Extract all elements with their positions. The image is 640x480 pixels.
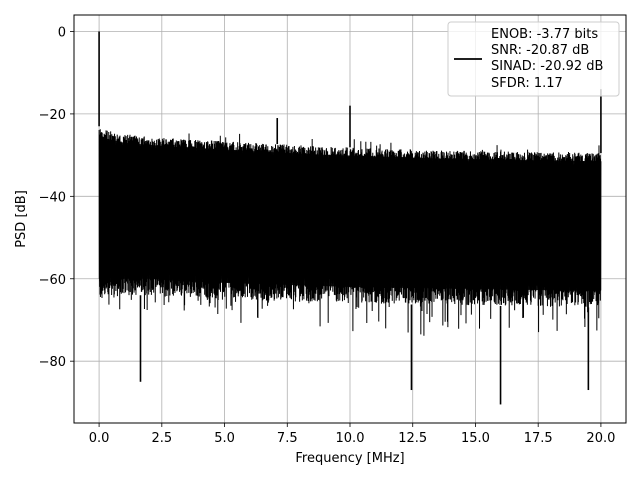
x-tick-label: 10.0 (336, 431, 365, 446)
x-tick-label: 12.5 (398, 431, 427, 446)
y-tick-label: −60 (39, 273, 66, 288)
y-axis-label: PSD [dB] (14, 190, 29, 248)
plot-area (98, 31, 602, 405)
y-tick-label: −80 (39, 355, 66, 370)
x-axis-label: Frequency [MHz] (295, 451, 404, 466)
legend-line-sfdr: SFDR: 1.17 (491, 76, 563, 91)
x-tick-label: 20.0 (586, 431, 615, 446)
y-axis-ticks: 0 −20 −40 −60 −80 (39, 25, 74, 370)
legend-line-sinad: SINAD: -20.92 dB (491, 59, 603, 74)
x-tick-label: 15.0 (461, 431, 490, 446)
x-axis-ticks: 0.0 2.5 5.0 7.5 10.0 12.5 15.0 17.5 20.0 (89, 423, 615, 446)
x-tick-label: 2.5 (151, 431, 172, 446)
x-tick-label: 7.5 (277, 431, 298, 446)
y-tick-label: 0 (58, 25, 66, 40)
legend-line-enob: ENOB: -3.77 bits (491, 27, 598, 42)
y-tick-label: −20 (39, 108, 66, 123)
legend-box (447, 21, 620, 97)
x-tick-label: 0.0 (89, 431, 110, 446)
legend-line-snr: SNR: -20.87 dB (491, 43, 589, 58)
legend: ENOB: -3.77 bits SNR: -20.87 dB SINAD: -… (447, 21, 620, 97)
psd-noise-band (99, 134, 601, 292)
psd-series (98, 31, 602, 405)
x-tick-label: 17.5 (524, 431, 553, 446)
y-tick-label: −40 (39, 190, 66, 205)
x-tick-label: 5.0 (214, 431, 235, 446)
